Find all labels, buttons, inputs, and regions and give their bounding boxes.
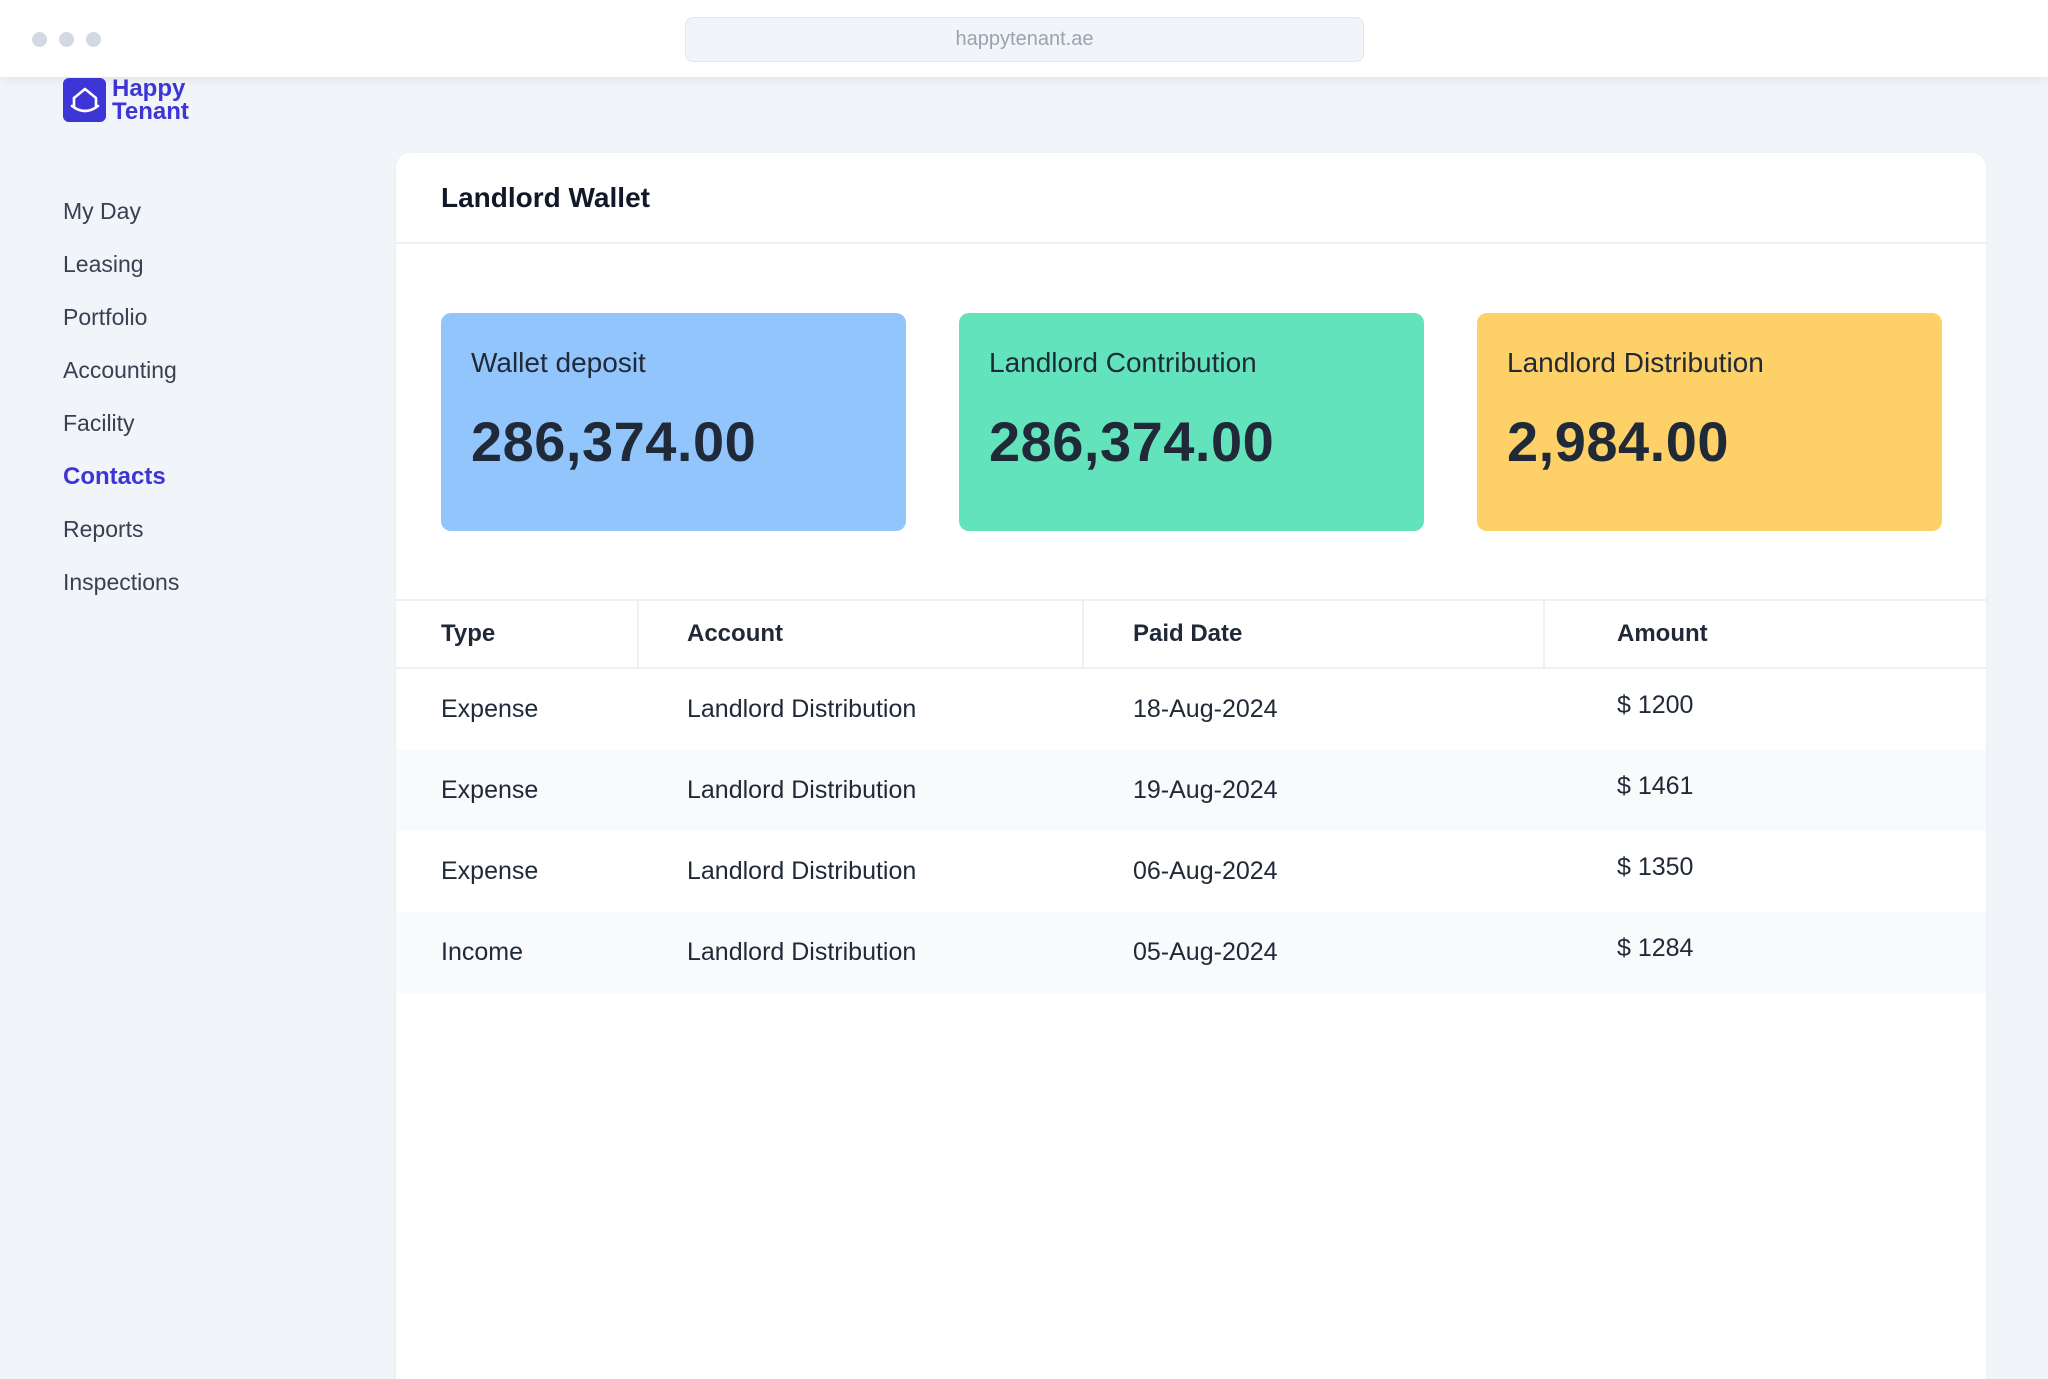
- brand-name: Happy Tenant: [112, 75, 189, 125]
- cell-paid-date: 18-Aug-2024: [1133, 695, 1278, 723]
- column-header-amount[interactable]: Amount: [1617, 620, 1708, 647]
- card-label: Landlord Contribution: [989, 347, 1257, 378]
- wallet-panel: Landlord Wallet Wallet deposit 286,374.0…: [396, 153, 1986, 1379]
- cell-account: Landlord Distribution: [687, 938, 917, 966]
- close-window-dot[interactable]: [32, 32, 47, 47]
- cell-type: Expense: [441, 695, 539, 723]
- sidebar-item-reports[interactable]: Reports: [63, 516, 144, 542]
- card-value: 286,374.00: [471, 410, 757, 473]
- cell-type: Expense: [441, 776, 539, 804]
- brand-logo[interactable]: Happy Tenant: [63, 75, 189, 125]
- window-controls: [32, 32, 101, 47]
- table-body: Expense Landlord Distribution 18-Aug-202…: [396, 669, 1986, 993]
- brand-name-line2: Tenant: [112, 98, 189, 125]
- brand-name-line1: Happy: [112, 75, 186, 102]
- landlord-contribution-card: Landlord Contribution 286,374.00: [959, 313, 1424, 531]
- cell-type: Expense: [441, 857, 539, 885]
- cell-amount: $ 1350: [1617, 853, 1694, 881]
- card-label: Wallet deposit: [471, 347, 646, 378]
- sidebar-item-accounting[interactable]: Accounting: [63, 357, 177, 383]
- column-header-paid-date[interactable]: Paid Date: [1084, 601, 1545, 667]
- cell-account: Landlord Distribution: [687, 776, 917, 804]
- cell-paid-date: 06-Aug-2024: [1133, 857, 1278, 885]
- wallet-deposit-card: Wallet deposit 286,374.00: [441, 313, 906, 531]
- browser-bar: happytenant.ae: [0, 0, 2048, 77]
- table-row[interactable]: Expense Landlord Distribution 06-Aug-202…: [396, 831, 1986, 912]
- summary-cards: Wallet deposit 286,374.00 Landlord Contr…: [441, 313, 1942, 531]
- cell-account: Landlord Distribution: [687, 695, 917, 723]
- address-bar-url: happytenant.ae: [955, 28, 1094, 50]
- sidebar-item-portfolio[interactable]: Portfolio: [63, 304, 148, 330]
- cell-type: Income: [441, 938, 523, 966]
- column-header-type[interactable]: Type: [396, 601, 639, 667]
- panel-header: Landlord Wallet: [396, 153, 1986, 244]
- sidebar: [0, 77, 396, 1379]
- cell-paid-date: 19-Aug-2024: [1133, 776, 1278, 804]
- sidebar-item-contacts[interactable]: Contacts: [63, 462, 166, 490]
- table-row[interactable]: Expense Landlord Distribution 19-Aug-202…: [396, 750, 1986, 831]
- cell-paid-date: 05-Aug-2024: [1133, 938, 1278, 966]
- card-value: 2,984.00: [1507, 410, 1729, 473]
- table-header: Type Account Paid Date Amount: [396, 599, 1986, 669]
- card-label: Landlord Distribution: [1507, 347, 1764, 378]
- cell-amount: $ 1461: [1617, 772, 1694, 800]
- cell-amount: $ 1200: [1617, 691, 1694, 719]
- sidebar-item-facility[interactable]: Facility: [63, 410, 135, 436]
- sidebar-item-my-day[interactable]: My Day: [63, 198, 141, 224]
- table-row[interactable]: Income Landlord Distribution 05-Aug-2024…: [396, 912, 1986, 993]
- page-title: Landlord Wallet: [441, 181, 650, 213]
- minimize-window-dot[interactable]: [59, 32, 74, 47]
- sidebar-item-leasing[interactable]: Leasing: [63, 251, 144, 277]
- house-icon: [63, 78, 106, 122]
- cell-amount: $ 1284: [1617, 934, 1694, 962]
- landlord-distribution-card: Landlord Distribution 2,984.00: [1477, 313, 1942, 531]
- card-value: 286,374.00: [989, 410, 1275, 473]
- table-row[interactable]: Expense Landlord Distribution 18-Aug-202…: [396, 669, 1986, 750]
- transactions-table: Type Account Paid Date Amount Expense La…: [396, 599, 1986, 993]
- sidebar-item-inspections[interactable]: Inspections: [63, 569, 180, 595]
- address-bar[interactable]: happytenant.ae: [685, 17, 1364, 62]
- column-header-account[interactable]: Account: [639, 601, 1084, 667]
- maximize-window-dot[interactable]: [86, 32, 101, 47]
- sidebar-nav: My Day Leasing Portfolio Accounting Faci…: [63, 185, 179, 609]
- cell-account: Landlord Distribution: [687, 857, 917, 885]
